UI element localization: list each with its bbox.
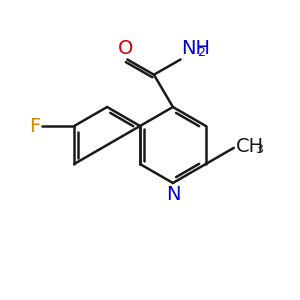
Text: O: O <box>118 38 133 58</box>
Text: NH: NH <box>182 38 211 58</box>
Text: 2: 2 <box>197 46 206 59</box>
Text: F: F <box>28 116 40 136</box>
Text: N: N <box>166 185 180 204</box>
Text: CH: CH <box>236 137 264 156</box>
Text: 3: 3 <box>255 143 263 156</box>
